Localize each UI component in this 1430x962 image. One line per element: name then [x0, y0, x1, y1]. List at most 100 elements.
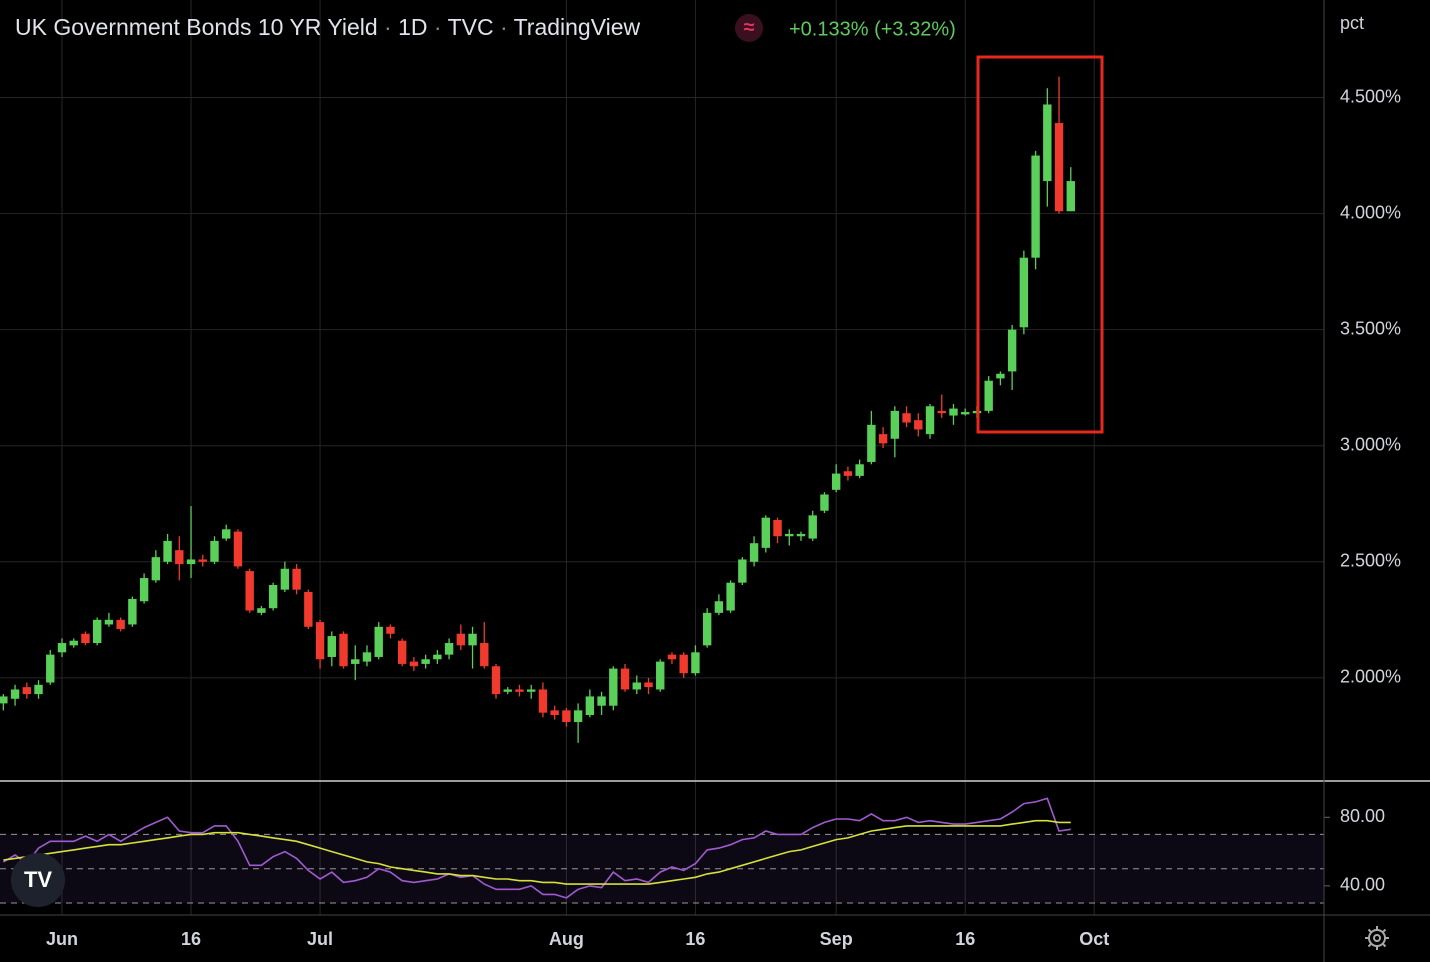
x-tick-label: 16	[685, 929, 705, 949]
candle-body	[245, 571, 254, 611]
separator: ·	[494, 14, 514, 40]
indicator-icon	[735, 14, 763, 42]
indicator-icon-glyph: ≈	[744, 16, 755, 38]
candle-body	[679, 654, 688, 674]
candle-body	[46, 654, 55, 683]
candle-body	[573, 710, 583, 722]
candle-body	[268, 585, 278, 609]
candle-body	[1019, 257, 1029, 328]
candle-body	[1054, 123, 1064, 212]
candle-body	[480, 643, 489, 667]
candle-body	[257, 608, 266, 613]
candle-body	[128, 598, 137, 625]
candle-body	[175, 550, 184, 565]
source: TVC	[448, 14, 494, 40]
y-tick-label: 3.500%	[1340, 318, 1401, 338]
candle-body	[151, 557, 161, 581]
y-tick-label: 2.500%	[1340, 551, 1401, 571]
candle-body	[456, 633, 466, 646]
indicator-tick-label: 40.00	[1340, 875, 1385, 895]
candle-body	[280, 568, 290, 590]
y-tick-label: 2.000%	[1340, 667, 1401, 687]
x-tick-label: 16	[955, 929, 975, 949]
candle-body	[656, 661, 665, 690]
marks	[0, 76, 1075, 899]
candle-body	[808, 515, 817, 539]
candle-body	[749, 543, 759, 562]
settings-button[interactable]	[1365, 926, 1389, 950]
candle-body	[702, 612, 712, 646]
gear-teeth	[1365, 926, 1389, 950]
indicator-line	[2, 797, 1071, 899]
candle-body	[491, 666, 501, 695]
candle-body	[738, 559, 747, 583]
separator: ·	[378, 14, 398, 40]
candle-body	[1043, 104, 1052, 182]
candle-body	[831, 473, 841, 490]
candle-body	[820, 494, 829, 511]
title: UK Government Bonds 10 YR Yield	[15, 14, 378, 40]
candle-body	[996, 373, 1005, 379]
candle-body	[433, 654, 442, 660]
change-label: +0.133% (+3.32%)	[789, 18, 956, 40]
x-tick-label: Sep	[820, 929, 853, 949]
candle-body	[1066, 181, 1075, 212]
candle-body	[855, 464, 864, 476]
header-title: UK Government Bonds 10 YR Yield · 1D · T…	[15, 14, 641, 40]
candle-body	[925, 406, 935, 435]
x-tick-label: Jul	[307, 929, 333, 949]
candle-body	[503, 689, 512, 692]
candle-body	[714, 601, 724, 613]
candle-body	[726, 582, 735, 611]
candle-body	[397, 640, 407, 664]
candle-body	[210, 540, 219, 562]
candle-body	[527, 689, 536, 692]
x-tick-label: Jun	[46, 929, 78, 949]
candle-body	[644, 682, 653, 688]
interval: 1D	[398, 14, 427, 40]
publisher: TradingView	[514, 14, 641, 40]
candle-body	[69, 640, 78, 646]
logo[interactable]	[11, 853, 65, 907]
rsi-band	[0, 834, 1324, 903]
candle-body	[667, 654, 677, 660]
indicator-line	[3, 819, 1071, 885]
candle-body	[984, 380, 993, 411]
logo-glyph: TV	[24, 867, 52, 892]
candle-body	[796, 533, 806, 537]
highlight-box	[976, 55, 1104, 434]
candle-body	[362, 652, 372, 662]
candle-body	[562, 710, 571, 722]
x-tick-label: Oct	[1079, 929, 1109, 949]
candle-body	[632, 682, 641, 690]
candle-body	[761, 517, 770, 548]
candle-body	[785, 533, 794, 537]
candle-body	[292, 568, 301, 590]
candle-body	[1031, 155, 1040, 258]
candle-body	[34, 684, 43, 695]
candle-body	[81, 633, 90, 644]
candle-body	[843, 471, 853, 476]
candle-body	[104, 619, 114, 625]
separator: ·	[428, 14, 448, 40]
candle-body	[186, 559, 196, 565]
candle-body	[937, 410, 946, 414]
candle-body	[0, 696, 8, 704]
candle-body	[949, 408, 958, 416]
candle-body	[116, 619, 125, 630]
y-tick-label: 3.000%	[1340, 434, 1401, 454]
candle-body	[327, 636, 336, 657]
candle-body	[867, 424, 876, 462]
candle-body	[304, 591, 313, 627]
candle-body	[878, 434, 888, 444]
candle-body	[961, 412, 970, 415]
candle-body	[538, 689, 548, 713]
candle-body	[339, 633, 348, 667]
candle-body	[10, 689, 20, 699]
candle-body	[515, 689, 524, 692]
gear-hub	[1373, 934, 1381, 942]
candle-body	[444, 643, 454, 655]
